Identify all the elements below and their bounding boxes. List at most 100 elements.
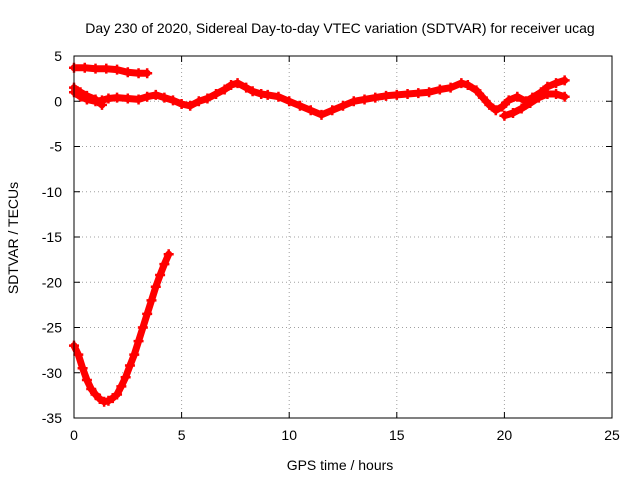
data-point [542, 89, 553, 100]
series-layer [69, 62, 570, 407]
data-point [90, 63, 101, 74]
x-tick-label: 15 [389, 427, 405, 443]
data-point [101, 63, 112, 74]
y-tick-label: -35 [42, 410, 62, 426]
data-point [503, 95, 514, 106]
y-tick-label: -5 [50, 139, 63, 155]
x-tick-label: 20 [497, 427, 513, 443]
data-point [424, 87, 435, 98]
y-axis-label: SDTVAR / TECUs [5, 182, 21, 294]
data-point [120, 372, 131, 383]
data-point [284, 96, 295, 107]
data-point [90, 94, 101, 105]
data-point [86, 384, 97, 395]
tick-label-layer: 0 5 10 15 20 25 5 0 -5 -10 -15 -20 -25 -30 -35 [42, 48, 620, 443]
data-point [112, 64, 123, 75]
data-point [456, 78, 467, 89]
data-point [262, 89, 273, 100]
data-point [338, 100, 348, 111]
data-point [471, 85, 482, 96]
data-point [391, 89, 402, 100]
data-point [348, 96, 359, 107]
y-tick-label: -30 [42, 365, 62, 381]
y-tick-label: -20 [42, 274, 62, 290]
data-point [241, 82, 252, 93]
data-point [434, 84, 445, 95]
data-point [133, 68, 144, 79]
data-point [142, 308, 153, 319]
x-tick-label: 25 [604, 427, 620, 443]
data-point [499, 110, 510, 121]
data-point [159, 92, 170, 103]
data-point [294, 100, 305, 111]
data-point [211, 89, 222, 100]
data-point [273, 91, 284, 102]
data-point [370, 92, 381, 103]
data-point [103, 93, 114, 104]
x-tick-label: 10 [281, 427, 297, 443]
y-tick-label: -15 [42, 229, 62, 245]
data-point [79, 62, 90, 73]
data-point [551, 78, 562, 89]
data-point [219, 84, 230, 95]
data-point [327, 105, 338, 116]
data-point [163, 249, 174, 260]
data-point [122, 67, 133, 78]
data-point [77, 363, 88, 374]
x-tick-label: 0 [70, 427, 78, 443]
data-point [124, 360, 135, 371]
data-point [150, 89, 161, 100]
data-point [525, 98, 536, 109]
data-point [497, 101, 508, 112]
data-point [559, 75, 570, 86]
data-point [112, 389, 123, 400]
data-point [490, 105, 501, 116]
data-point [316, 109, 327, 120]
data-point [193, 96, 204, 107]
data-point [512, 91, 523, 102]
data-point [462, 79, 473, 90]
data-point [137, 322, 148, 333]
data-point [81, 374, 92, 385]
data-point [133, 336, 144, 347]
data-point [445, 82, 456, 93]
data-point [533, 92, 544, 103]
data-point [116, 381, 127, 392]
data-point [202, 93, 213, 104]
y-tick-label: -10 [42, 184, 62, 200]
data-point [142, 91, 153, 102]
y-tick-label: -25 [42, 320, 62, 336]
y-tick-label: 5 [54, 48, 62, 64]
data-point [129, 349, 140, 360]
x-tick-label: 5 [178, 427, 186, 443]
data-point [516, 103, 527, 114]
data-point [81, 90, 92, 101]
data-point [232, 78, 243, 89]
data-point [559, 91, 570, 102]
data-point [402, 89, 413, 100]
data-point [359, 94, 370, 105]
data-point [185, 100, 196, 111]
data-point [112, 92, 123, 103]
data-point [96, 99, 107, 110]
data-point [226, 79, 237, 90]
data-point [484, 99, 495, 110]
data-point [122, 93, 133, 104]
data-point [150, 281, 161, 292]
data-point [75, 87, 86, 98]
data-point [146, 295, 157, 306]
data-point [508, 108, 519, 119]
data-point [159, 259, 170, 270]
data-point [155, 270, 166, 281]
data-point [247, 86, 258, 97]
data-point [413, 88, 424, 99]
data-point [305, 105, 316, 116]
data-point [477, 92, 488, 103]
y-tick-label: 0 [54, 93, 62, 109]
data-point [176, 98, 187, 109]
x-axis-label: GPS time / hours [287, 457, 394, 473]
data-point [133, 94, 144, 105]
data-point [142, 68, 153, 79]
data-point [73, 349, 84, 360]
